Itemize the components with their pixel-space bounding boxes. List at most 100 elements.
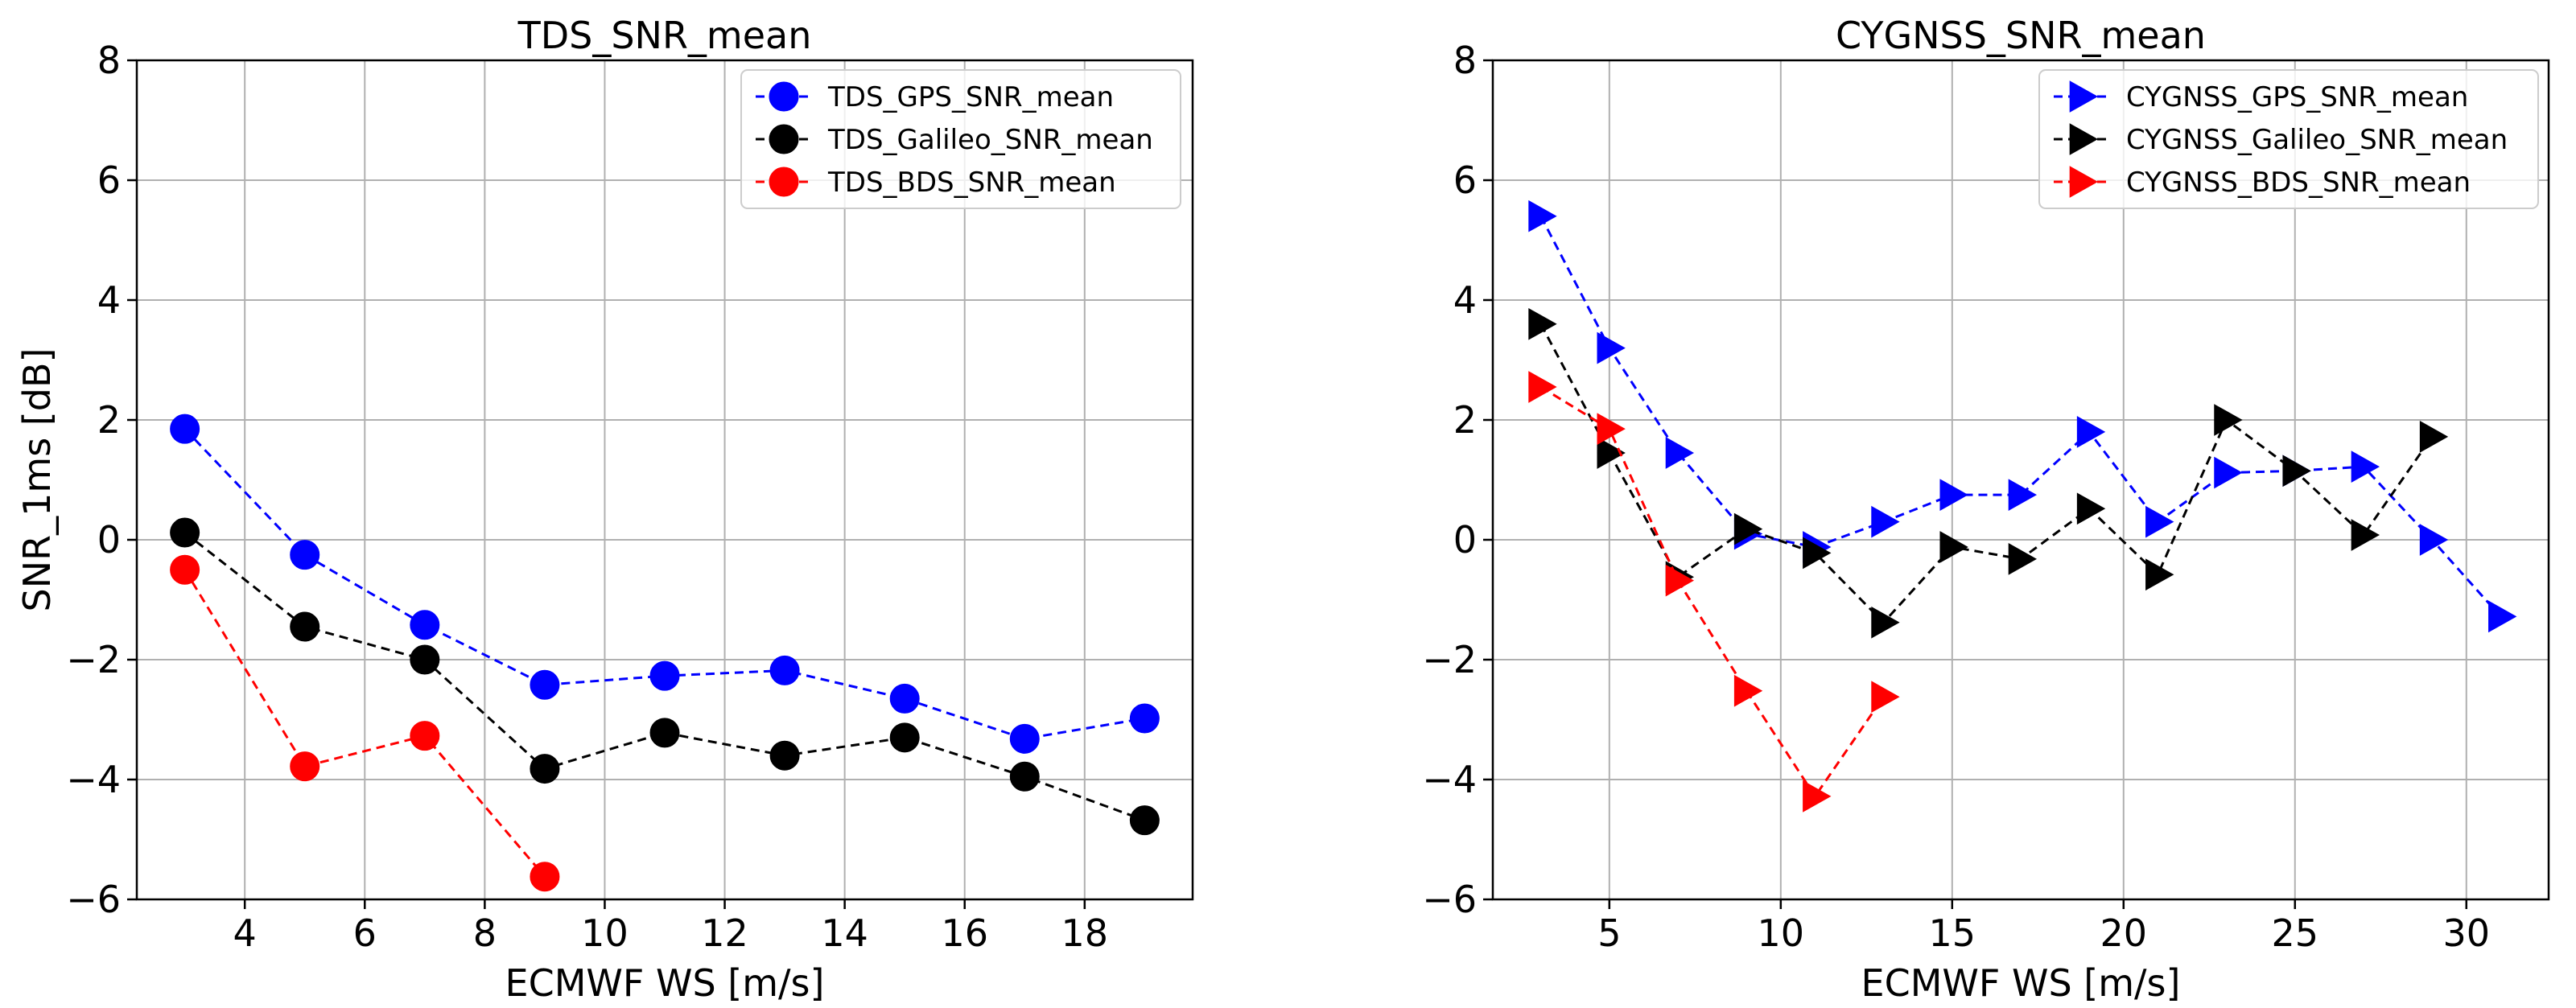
panel-2-series-1-point <box>1597 331 1626 364</box>
panel-1-ytick-label: −6 <box>66 878 121 921</box>
panel-1-series-2-point <box>290 611 320 642</box>
panel-1-series-2-point <box>1129 805 1160 836</box>
panel-2-legend-label-3: CYGNSS_BDS_SNR_mean <box>2126 167 2471 199</box>
panel-2-series-1-point <box>1939 479 1968 511</box>
panel-1-xtick-label: 14 <box>821 911 868 955</box>
panel-2-series-1-point <box>2008 479 2038 511</box>
panel-2-ytick-label: 2 <box>1453 398 1477 442</box>
panel-1-series-1-point <box>530 669 560 700</box>
panel-1-legend-marker-1 <box>769 81 799 112</box>
panel-2-xtick-label: 20 <box>2100 911 2148 955</box>
panel-1-ytick-label: 4 <box>97 278 121 322</box>
panel-2-series-3-point <box>1871 681 1900 714</box>
panel-2-ytick-label: −4 <box>1422 758 1477 801</box>
panel-2-legend-marker-3 <box>2069 166 2099 198</box>
panel-1-series-1-point <box>170 413 200 444</box>
panel-1-series-2-point <box>410 644 440 675</box>
panel-1-xlabel: ECMWF WS [m/s] <box>505 961 825 1005</box>
panel-1-legend-label-3: TDS_BDS_SNR_mean <box>827 167 1116 199</box>
panel-2-legend-box <box>2038 69 2539 209</box>
panel-2-legend: CYGNSS_GPS_SNR_mean CYGNSS_Galileo_SNR_me… <box>2038 69 2539 209</box>
panel-1-series-1-point <box>1009 723 1040 754</box>
panel-2-ytick-label: 6 <box>1453 158 1477 202</box>
panel-1-series-1-point <box>769 655 800 685</box>
panel-2-ytick-label: 0 <box>1453 518 1477 562</box>
panel-2-series-1-point <box>1871 505 1900 538</box>
panel-2-legend-label-2: CYGNSS_Galileo_SNR_mean <box>2126 124 2508 156</box>
panel-2-series-2-point <box>1528 307 1557 340</box>
panel-1-legend-marker-2 <box>769 124 799 154</box>
panel-2-series-2-point <box>1803 537 1832 570</box>
panel-1-ytick-label: 6 <box>97 158 121 202</box>
panel-2-legend-marker-1 <box>2069 80 2099 113</box>
panel-1-ytick-label: −2 <box>66 638 121 681</box>
panel-2-series-2-point <box>2282 455 2311 488</box>
panel-1-ytick-label: −4 <box>66 758 121 801</box>
panel-2-series-1-point <box>2488 600 2517 633</box>
panel-2-series-1-point <box>2351 451 2380 483</box>
panel-2-series-3-point <box>1803 780 1832 813</box>
panel-2-series-1-point <box>2419 524 2449 556</box>
panel-2-xtick-label: 5 <box>1597 911 1621 955</box>
panel-1-series-2-line <box>183 531 1145 822</box>
panel-1-series-2-point <box>649 718 680 748</box>
panel-1-series-1-point <box>889 683 920 714</box>
panel-1-xtick-label: 16 <box>941 911 988 955</box>
panel-2-series-2-point <box>2351 519 2380 551</box>
panel-2-series-2-point <box>2214 404 2243 436</box>
panel-1-series-1-point <box>410 610 440 640</box>
panel-1-series-1 <box>170 413 1160 754</box>
panel-2-series-3 <box>1528 371 1900 813</box>
panel-2-series-1-point <box>1528 200 1557 232</box>
panel-1-series-2-point <box>170 517 200 548</box>
panel-1-series-1-point <box>290 540 320 570</box>
panel-1-ylabel: SNR_1ms [dB] <box>15 348 59 612</box>
panel-2-ytick-label: −6 <box>1422 878 1477 921</box>
panel-1-title: TDS_SNR_mean <box>517 14 812 57</box>
panel-1-xtick-label: 8 <box>473 911 497 955</box>
panel-1-ytick-label: 0 <box>97 518 121 562</box>
panel-2-series-2-point <box>1939 531 1968 563</box>
panel-2-series-2-point <box>2419 421 2449 453</box>
panel-2-series-2-point <box>1597 437 1626 469</box>
panel-1-series-2-point <box>769 740 800 771</box>
panel-1-series-3-point <box>410 721 440 751</box>
panel-1: 4 6 8 10 12 14 16 18 −6 −4 −2 0 2 4 6 8 TDS_SNR_mean ECMW… <box>15 14 1194 1005</box>
panel-2-ytick-label: −2 <box>1422 638 1477 681</box>
panel-1-series-2 <box>170 517 1160 836</box>
panel-1-xtick-label: 4 <box>233 911 257 955</box>
panel-2-series-2-point <box>2076 492 2106 525</box>
panel-2-legend-marker-2 <box>2069 123 2099 155</box>
panel-1-xtick-label: 10 <box>581 911 629 955</box>
panel-2-series-3-point <box>1733 674 1763 707</box>
panel-2-series-1-point <box>2145 505 2174 538</box>
panel-1-legend-label-2: TDS_Galileo_SNR_mean <box>827 124 1153 156</box>
panel-2-xtick-label: 25 <box>2272 911 2319 955</box>
panel-1-axes-frame <box>135 59 1194 901</box>
panel-1-series-3-point <box>530 862 560 892</box>
panel-1-series-3-point <box>170 554 200 585</box>
panel-1-series-3 <box>170 554 560 892</box>
panel-2-series-2-point <box>2145 558 2174 591</box>
panel-2-series-2-point <box>2008 542 2038 575</box>
panel-2-series-1-point <box>2076 416 2106 448</box>
panel-1-series-3-point <box>290 751 320 782</box>
panel-2-axes-frame <box>1491 59 2550 901</box>
panel-1-legend-box <box>740 69 1181 209</box>
panel-2-ytick-label: 8 <box>1453 39 1477 82</box>
panel-2-xtick-label: 15 <box>1929 911 1976 955</box>
panel-2-series-3-point <box>1528 371 1557 403</box>
panel-2-xlabel: ECMWF WS [m/s] <box>1861 961 2181 1005</box>
panel-1-xtick-label: 6 <box>353 911 377 955</box>
panel-2-series-1-point <box>1665 437 1695 469</box>
panel-1-ytick-label: 8 <box>97 39 121 82</box>
panel-1-series-1-point <box>649 660 680 691</box>
panel-2-series-1 <box>1528 200 2517 633</box>
panel-1-legend-label-1: TDS_GPS_SNR_mean <box>827 81 1114 113</box>
panel-1-legend: TDS_GPS_SNR_mean TDS_Galileo_SNR_mean TDS_… <box>740 69 1181 209</box>
panel-2-series-3-point <box>1597 413 1626 446</box>
panel-1-xtick-label: 18 <box>1061 911 1109 955</box>
panel-2-title: CYGNSS_SNR_mean <box>1836 14 2206 57</box>
panel-2-xtick-label: 30 <box>2442 911 2490 955</box>
